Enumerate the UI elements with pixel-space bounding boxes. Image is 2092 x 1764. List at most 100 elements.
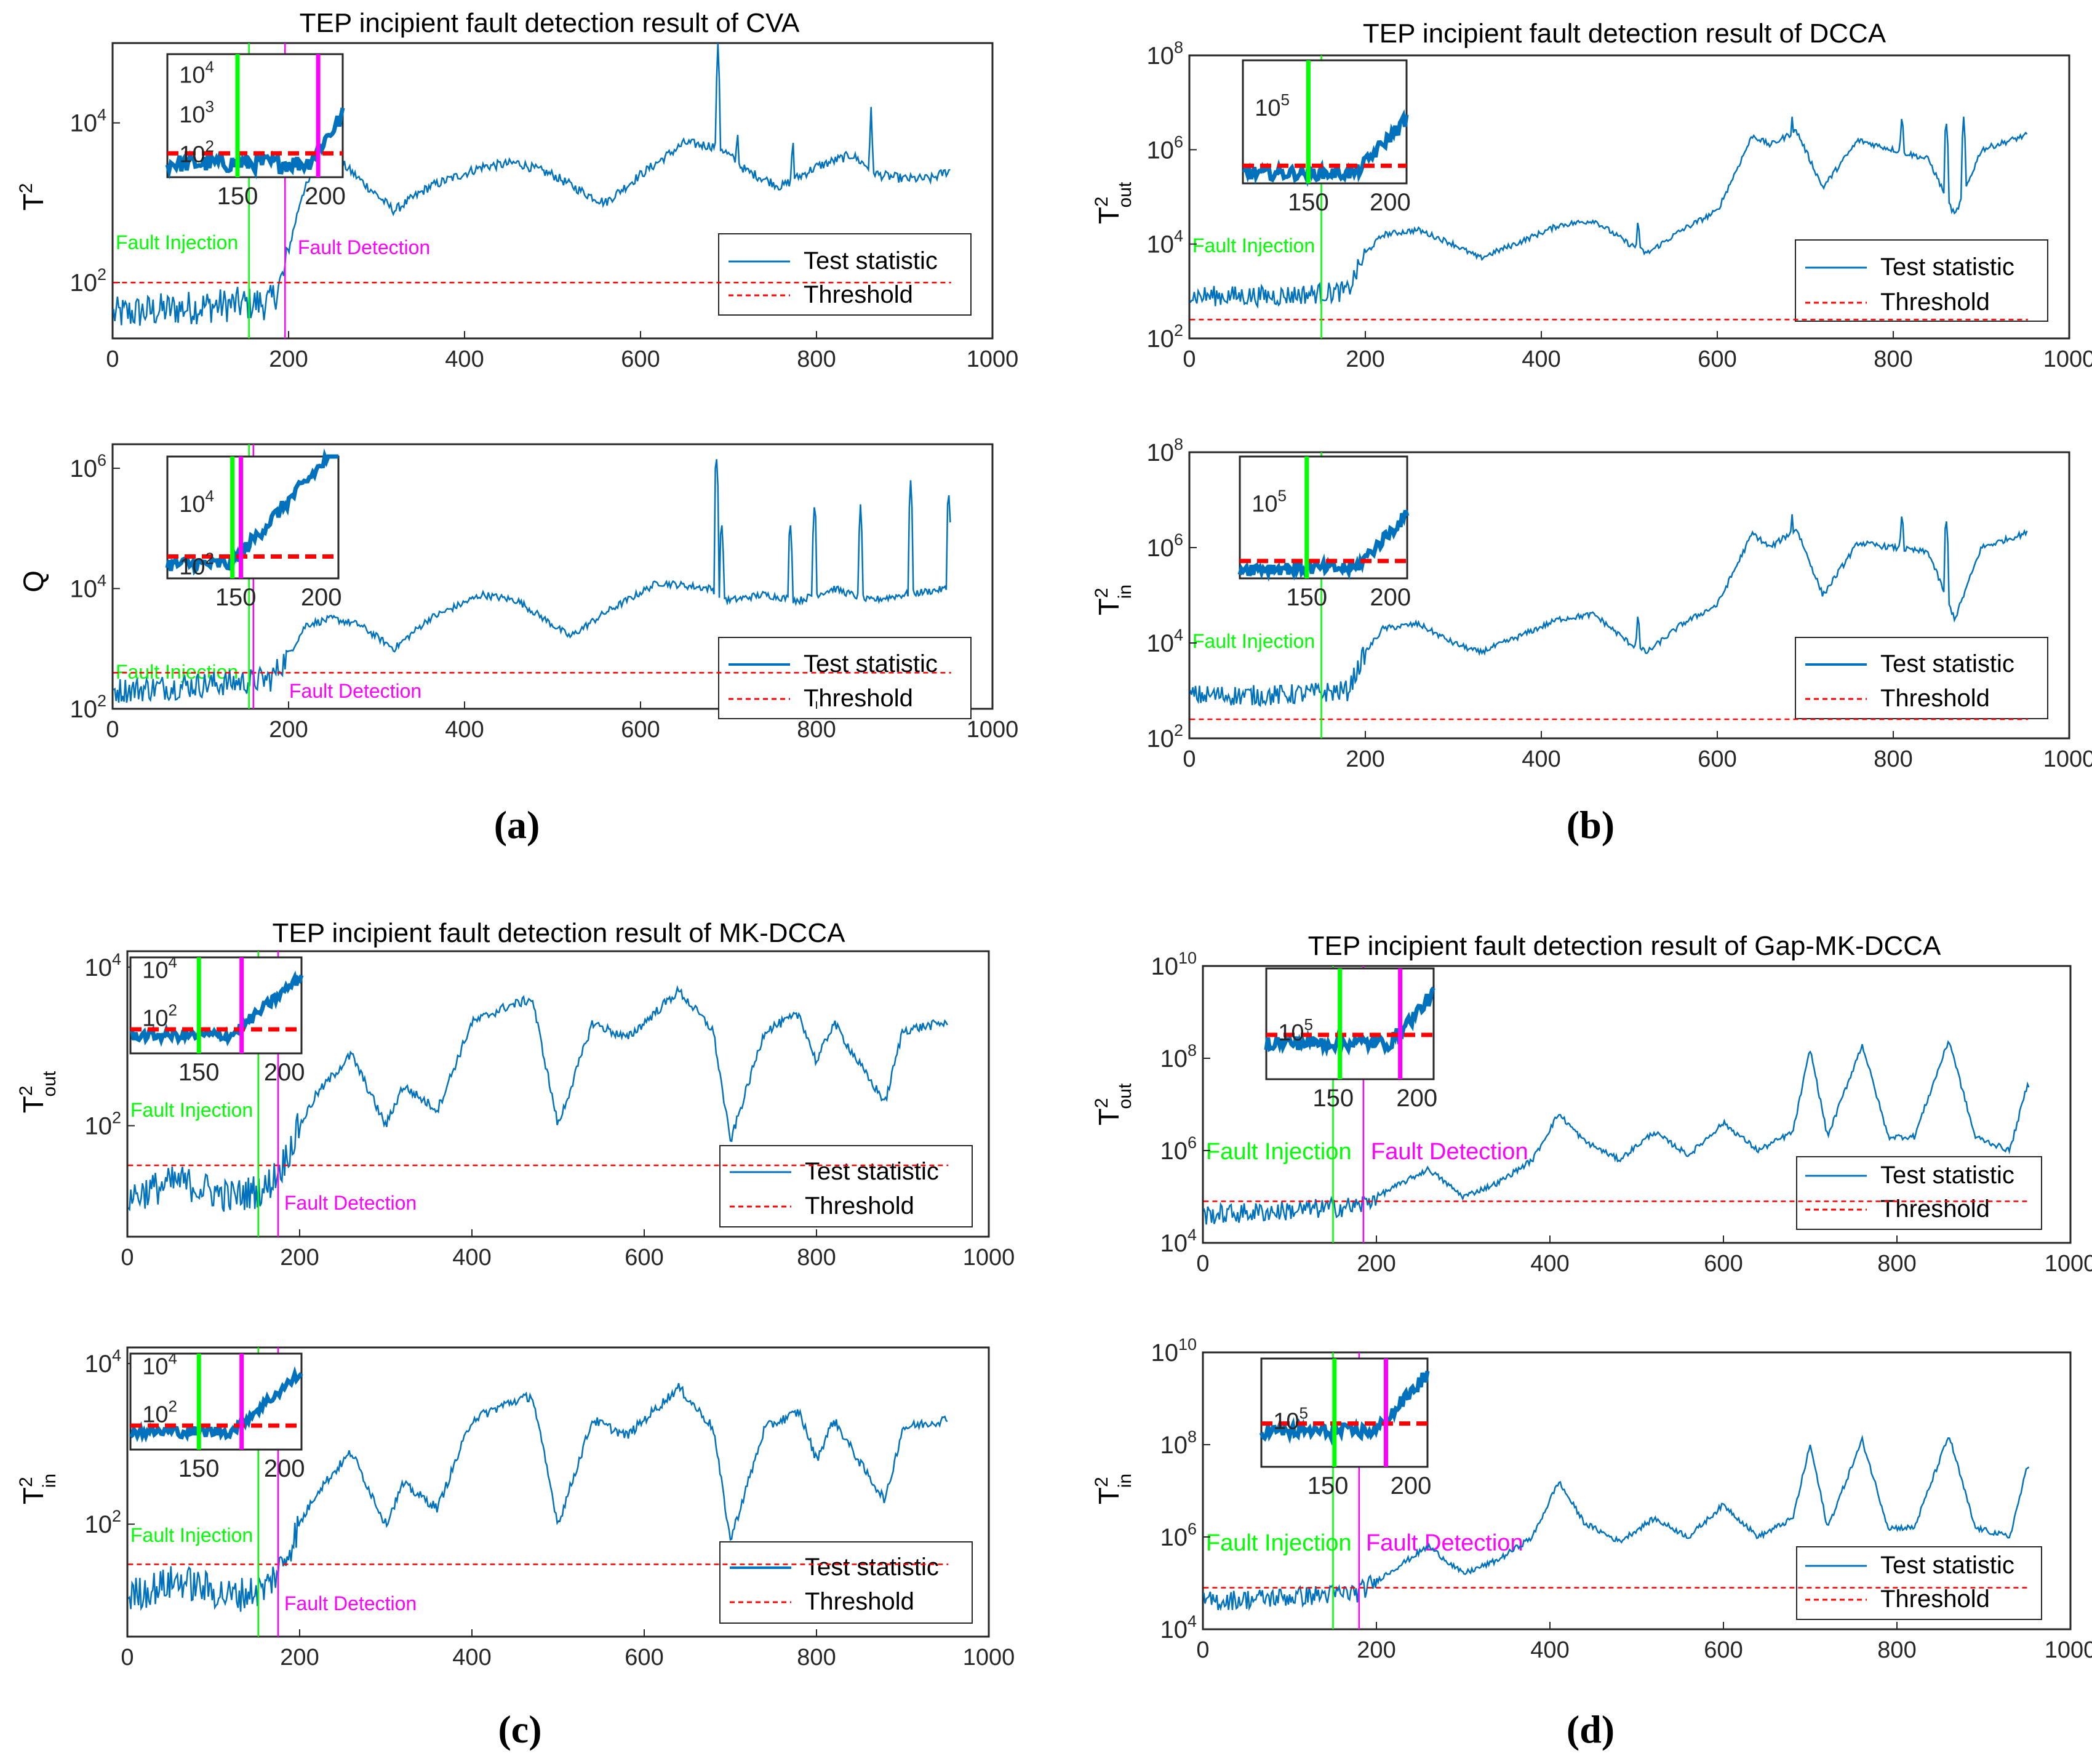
fault-detection-label: Fault Detection xyxy=(1366,1530,1523,1556)
legend: Test statistic Threshold xyxy=(1795,239,2048,322)
test-statistic-series xyxy=(1189,116,2028,309)
y-tick-label: 108 xyxy=(1146,435,1183,466)
inset-x-tick-label: 150 xyxy=(178,1455,220,1482)
inset-marks: 150 200 105 xyxy=(1242,59,1411,216)
inset-marks: 150 200 102 103 104 xyxy=(165,53,346,210)
x-tick-label: 600 xyxy=(621,346,660,372)
inset-marks: 150 200 105 xyxy=(1237,455,1411,611)
inset-x-tick-label: 150 xyxy=(1307,1472,1349,1499)
x-tick-label: 800 xyxy=(1877,1251,1916,1277)
y-tick-label: 108 xyxy=(1160,1041,1197,1072)
fault-injection-label: Fault Injection xyxy=(116,231,238,253)
fault-detection-label: Fault Detection xyxy=(298,236,430,258)
panel-letter: (b) xyxy=(1567,803,1615,847)
legend-box xyxy=(1796,1546,2042,1620)
subplot-a-bottom: Q Test statistic Threshold Fault Injecti… xyxy=(17,443,994,719)
legend: Test statistic Threshold xyxy=(1796,1156,2042,1230)
legend-label-threshold: Threshold xyxy=(805,1192,914,1219)
x-tick-label: 800 xyxy=(797,717,836,743)
y-tick-label: 108 xyxy=(1146,38,1183,70)
inset-series xyxy=(165,448,338,576)
y-tick-label: 102 xyxy=(84,1109,121,1140)
x-tick-label: 800 xyxy=(1874,346,1912,372)
x-tick-label: 0 xyxy=(1196,1251,1209,1277)
y-axis-label: T2 out xyxy=(1092,1083,1135,1125)
inset-marks: 150 200 102 104 xyxy=(165,448,342,611)
x-tick-label: 600 xyxy=(1704,1251,1743,1277)
y-tick-label: 104 xyxy=(1160,1612,1197,1643)
legend-label-threshold: Threshold xyxy=(805,1588,914,1615)
legend-label-threshold: Threshold xyxy=(804,281,913,308)
legend-box xyxy=(1796,1156,2042,1230)
legend: Test statistic Threshold xyxy=(719,1145,973,1227)
inset-x-tick-label: 150 xyxy=(178,1059,220,1086)
x-tick-label: 800 xyxy=(1874,746,1912,772)
x-tick-label: 400 xyxy=(452,1645,491,1670)
y-tick-label: 104 xyxy=(84,950,121,981)
y-tick-label: 102 xyxy=(70,265,106,297)
subplot-marks: 0 200 400 600 800 1000 102 104 150 200 102 104 xyxy=(84,950,1015,1271)
x-tick-label: 1000 xyxy=(2043,746,2092,772)
panel-letter: (d) xyxy=(1567,1707,1615,1751)
x-tick-label: 600 xyxy=(1698,346,1736,372)
legend-label-test: Test statistic xyxy=(1880,1552,2014,1579)
y-tick-label: 106 xyxy=(1160,1520,1197,1551)
x-tick-label: 400 xyxy=(445,717,484,743)
x-tick-label: 0 xyxy=(1183,746,1196,772)
y-tick-label: 105 xyxy=(1255,90,1290,121)
y-axis-label: T2 in xyxy=(1092,1474,1135,1504)
x-tick-label: 800 xyxy=(797,1245,836,1271)
y-tick-label: 104 xyxy=(1146,626,1183,657)
legend: Test statistic Threshold xyxy=(718,637,972,719)
inset-x-tick-label: 200 xyxy=(264,1059,305,1086)
inset-x-tick-label: 150 xyxy=(1288,189,1329,216)
subplot-marks: 0 200 400 600 800 1000 102 104 150 200 102 104 xyxy=(84,1346,1015,1670)
panel-title: TEP incipient fault detection result of … xyxy=(1308,931,1941,961)
legend: Test statistic Threshold xyxy=(1795,637,2048,719)
legend-box xyxy=(1795,637,2048,719)
inset-background xyxy=(1260,1357,1429,1468)
y-tick-label: 102 xyxy=(179,137,214,167)
x-tick-label: 0 xyxy=(106,346,119,372)
test-statistic-series xyxy=(127,1383,948,1612)
y-axis-label: T2 in xyxy=(1092,585,1135,615)
y-tick-label: 1010 xyxy=(1151,949,1197,980)
inset-x-tick-label: 150 xyxy=(1286,584,1327,611)
x-tick-label: 200 xyxy=(269,346,308,372)
legend-box xyxy=(719,1541,973,1624)
x-tick-label: 600 xyxy=(625,1245,663,1271)
x-tick-label: 800 xyxy=(797,1645,836,1670)
x-tick-label: 800 xyxy=(797,346,836,372)
x-tick-label: 200 xyxy=(1357,1251,1395,1277)
legend: Test statistic Threshold xyxy=(718,233,972,316)
panel-letter: (a) xyxy=(494,803,540,847)
inset-marks: 150 200 105 xyxy=(1259,1357,1431,1499)
test-statistic-series xyxy=(1203,1040,2030,1225)
subplot-marks: 0 200 400 600 800 1000 102 104 106 150 200 102 104 xyxy=(70,444,1018,743)
subplot-a-top: T2 Test statistic Threshold Fault Inject… xyxy=(16,42,994,340)
y-tick-label: 102 xyxy=(179,549,214,580)
legend-label-test: Test statistic xyxy=(805,1554,939,1581)
x-tick-label: 200 xyxy=(1346,746,1384,772)
inset-marks: 150 200 105 xyxy=(1264,967,1437,1112)
inset-marks: 150 200 102 104 xyxy=(129,953,305,1086)
panel-b: TEP incipient fault detection result of … xyxy=(1092,18,2070,847)
legend-box xyxy=(718,637,972,719)
legend-label-threshold: Threshold xyxy=(1880,289,1990,316)
subplot-marks: 0 200 400 600 800 1000 102 104 106 108 150 200 105 xyxy=(1146,38,2092,372)
legend-box xyxy=(718,233,972,316)
x-tick-label: 0 xyxy=(1196,1637,1209,1663)
test-statistic-series xyxy=(1203,1434,2030,1611)
panel-title: TEP incipient fault detection result of … xyxy=(273,918,846,948)
fault-injection-label: Fault Injection xyxy=(1192,234,1315,257)
legend-label-threshold: Threshold xyxy=(1880,1195,1990,1223)
y-tick-label: 1010 xyxy=(1151,1335,1197,1367)
inset-series xyxy=(1242,109,1409,188)
legend-label-threshold: Threshold xyxy=(1880,1586,1990,1613)
panel-c: TEP incipient fault detection result of … xyxy=(16,918,990,1751)
fault-detection-label: Fault Detection xyxy=(1371,1139,1528,1165)
y-axis-label: T2 in xyxy=(16,1474,60,1504)
x-tick-label: 1000 xyxy=(963,1245,1015,1271)
